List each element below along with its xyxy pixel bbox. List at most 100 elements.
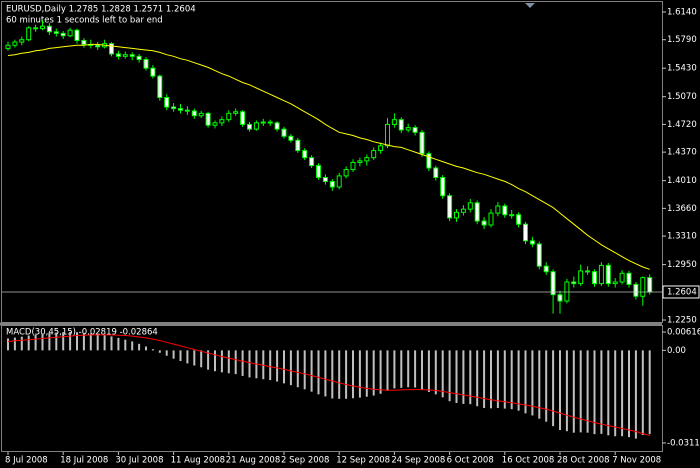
candle-body [474,202,480,222]
macd-histogram-bar [310,350,313,392]
macd-histogram-bar [559,350,561,431]
macd-histogram-bar [227,350,230,374]
candle-body [343,169,349,177]
candle-body [350,161,356,171]
candle-body [502,205,508,216]
macd-histogram-bar [593,350,596,435]
candle-body [122,54,128,57]
chart-shift-marker [525,3,535,8]
macd-histogram-bar [358,350,361,398]
candle-body [53,31,59,34]
macd-histogram-bar [207,350,210,370]
macd-histogram-bar [393,350,396,389]
candle-body [612,281,618,285]
macd-histogram-bar [538,350,541,419]
candle-body [171,106,177,110]
x-tick-label: 6 Oct 2008 [447,456,494,466]
candle-body [640,277,646,297]
candle-body [495,205,501,214]
macd-histogram-bar [614,350,617,437]
candle-body [157,75,163,99]
macd-histogram-bar [503,350,506,409]
candle-body [178,108,183,111]
macd-histogram-bar [565,350,568,432]
candle-body [164,97,170,108]
candle-body [336,175,342,188]
candle-body [536,243,542,267]
candle-body [143,58,149,69]
macd-histogram-bar [634,350,637,439]
macd-histogram-bar [469,350,472,405]
y-tick-label: 1.5430 [667,64,697,74]
candle-body [405,127,411,131]
y-tick-label: 1.2950 [667,260,697,270]
macd-histogram-bar [179,350,182,362]
candle-body [543,265,549,273]
macd-histogram-bar [641,350,644,436]
macd-histogram-bar [483,350,486,409]
candle-body [647,277,653,293]
macd-histogram-bar [338,350,341,399]
candle-body [585,270,591,273]
macd-histogram-bar [193,350,196,366]
candle-body [136,55,142,60]
macd-histogram-bar [131,341,134,351]
macd-histogram-bar [124,339,127,351]
candle-body [516,214,522,225]
candle-body [378,145,384,152]
candle-body [281,128,287,137]
x-tick-label: 11 Aug 2008 [171,456,225,466]
moving-average-line [7,43,650,270]
candle-body [205,112,211,126]
macd-histogram-bar [345,350,348,399]
macd-histogram-bar [276,350,279,382]
macd-histogram-bar [138,343,141,351]
candle-body [419,131,425,155]
macd-histogram-bar [296,350,299,388]
candle-body [598,264,604,285]
macd-histogram-bar [41,333,44,351]
macd-histogram-bar [510,350,513,410]
macd-histogram-bar [76,332,78,351]
macd-histogram-bar [234,350,237,375]
candle-body [302,150,308,159]
macd-histogram-bar [110,336,113,351]
macd-histogram-bar [628,350,630,438]
candle-body [550,271,556,296]
candle-body [571,281,577,285]
candle-body [509,214,515,217]
candle-body [26,27,32,41]
macd-histogram-bar [303,350,306,390]
candle-body [633,283,639,297]
candle-body [219,119,225,124]
candle-body [150,67,156,77]
candle-body [74,29,80,41]
candle-body [46,25,52,33]
macd-histogram-bar [441,350,444,398]
candle-body [253,122,259,130]
candle-body [523,223,528,242]
candle-body [309,157,315,167]
y-tick-label: 0.00616 [667,328,700,338]
panel-separator [0,322,662,326]
macd-histogram-bar [524,350,527,414]
macd-histogram-bar [34,334,37,351]
x-tick-label: 18 Jul 2008 [60,456,108,466]
candle-body [357,160,363,163]
candle-body [440,176,446,197]
macd-histogram-bar [517,350,520,411]
macd-histogram-bar [607,350,610,436]
candle-body [247,123,252,130]
candle-body [109,43,114,55]
macd-histogram-bar [579,350,582,433]
x-tick-label: 21 Aug 2008 [226,456,280,466]
macd-histogram-bar [103,335,106,351]
macd-histogram-bar [48,333,51,351]
macd-histogram-bar [55,332,58,351]
macd-histogram-bar [421,350,423,390]
macd-histogram-bar [427,350,430,392]
candle-body [19,39,25,43]
candle-body [316,165,321,178]
candle-body [605,264,611,285]
